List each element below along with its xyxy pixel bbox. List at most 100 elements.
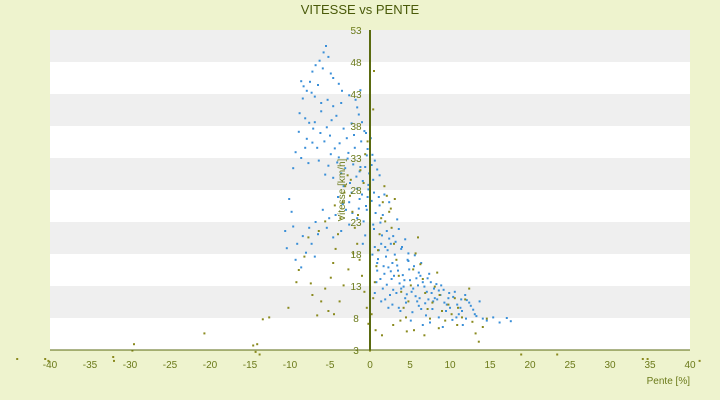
data-point bbox=[405, 316, 407, 319]
data-point bbox=[433, 287, 435, 290]
data-point bbox=[361, 193, 363, 196]
data-point bbox=[333, 204, 336, 207]
data-point bbox=[390, 226, 393, 229]
data-point bbox=[407, 252, 410, 255]
data-point bbox=[433, 285, 436, 288]
x-tick-label: 35 bbox=[644, 360, 656, 371]
data-point bbox=[320, 102, 323, 104]
data-point bbox=[372, 297, 375, 300]
data-point bbox=[342, 284, 345, 287]
data-point bbox=[409, 284, 412, 287]
data-point bbox=[371, 253, 374, 256]
data-point bbox=[373, 281, 376, 284]
data-point bbox=[509, 320, 512, 323]
data-point bbox=[365, 205, 367, 207]
data-point bbox=[388, 201, 391, 204]
data-point bbox=[400, 287, 403, 290]
data-point bbox=[348, 201, 351, 204]
data-point bbox=[417, 236, 419, 239]
data-point bbox=[448, 292, 451, 294]
data-point bbox=[360, 140, 363, 143]
data-point bbox=[361, 274, 363, 277]
data-point bbox=[311, 141, 314, 144]
data-point bbox=[412, 287, 415, 290]
data-point bbox=[390, 278, 393, 280]
data-point bbox=[381, 234, 383, 237]
data-point bbox=[414, 295, 417, 298]
data-point bbox=[347, 151, 350, 154]
data-point bbox=[419, 274, 422, 277]
data-point bbox=[383, 272, 386, 275]
data-point bbox=[386, 249, 389, 252]
data-point bbox=[377, 249, 379, 252]
data-point bbox=[359, 89, 362, 92]
data-point bbox=[419, 263, 422, 266]
data-point bbox=[405, 330, 408, 333]
data-point bbox=[471, 320, 474, 323]
data-point bbox=[392, 235, 395, 238]
data-point bbox=[485, 319, 488, 322]
data-point bbox=[298, 112, 301, 115]
data-point bbox=[431, 301, 434, 304]
data-point bbox=[310, 242, 313, 245]
data-point bbox=[421, 278, 424, 280]
data-point bbox=[385, 230, 388, 232]
data-point bbox=[203, 332, 206, 335]
data-point bbox=[402, 306, 405, 309]
data-point bbox=[363, 290, 366, 293]
data-point bbox=[326, 98, 329, 101]
data-point bbox=[378, 174, 381, 177]
y-tick-label: 3 bbox=[353, 346, 359, 357]
data-point bbox=[433, 297, 436, 300]
data-point bbox=[261, 318, 264, 321]
data-point bbox=[465, 317, 467, 320]
data-point bbox=[464, 294, 467, 296]
data-point bbox=[365, 132, 367, 134]
data-point bbox=[333, 147, 336, 150]
data-point bbox=[319, 132, 322, 134]
data-point bbox=[252, 344, 255, 347]
data-point bbox=[364, 234, 367, 237]
data-point bbox=[391, 303, 394, 306]
data-point bbox=[348, 94, 351, 97]
data-point bbox=[498, 321, 501, 324]
data-point bbox=[133, 343, 135, 346]
data-point bbox=[327, 55, 330, 58]
data-point bbox=[402, 285, 405, 288]
data-point bbox=[431, 308, 434, 310]
y-axis-label: Vitesse [km/h] bbox=[337, 158, 348, 221]
x-tick-label: 0 bbox=[367, 360, 373, 371]
data-point bbox=[344, 167, 347, 170]
data-point bbox=[332, 176, 335, 179]
data-point bbox=[295, 281, 298, 284]
data-point bbox=[437, 327, 440, 330]
data-point bbox=[392, 324, 395, 326]
data-point bbox=[361, 121, 363, 124]
data-point bbox=[388, 210, 391, 213]
data-point bbox=[436, 271, 439, 274]
data-point bbox=[423, 334, 426, 337]
data-point bbox=[44, 358, 47, 360]
data-point bbox=[337, 196, 339, 198]
data-point bbox=[409, 279, 411, 282]
data-point bbox=[405, 293, 408, 296]
data-point bbox=[359, 169, 362, 172]
data-point bbox=[322, 51, 325, 54]
data-point bbox=[301, 235, 304, 238]
data-point bbox=[334, 214, 337, 216]
data-point bbox=[447, 297, 450, 300]
data-point bbox=[332, 105, 335, 108]
data-point bbox=[456, 303, 459, 306]
data-point bbox=[452, 295, 455, 298]
data-point bbox=[358, 198, 361, 200]
data-point bbox=[370, 313, 373, 316]
data-point bbox=[400, 290, 403, 293]
data-point bbox=[435, 283, 438, 286]
data-point bbox=[380, 217, 383, 220]
data-point bbox=[330, 119, 333, 122]
data-point bbox=[468, 301, 471, 304]
data-point bbox=[373, 292, 376, 294]
data-point bbox=[320, 110, 323, 113]
data-point bbox=[437, 289, 440, 292]
data-point bbox=[301, 97, 304, 100]
